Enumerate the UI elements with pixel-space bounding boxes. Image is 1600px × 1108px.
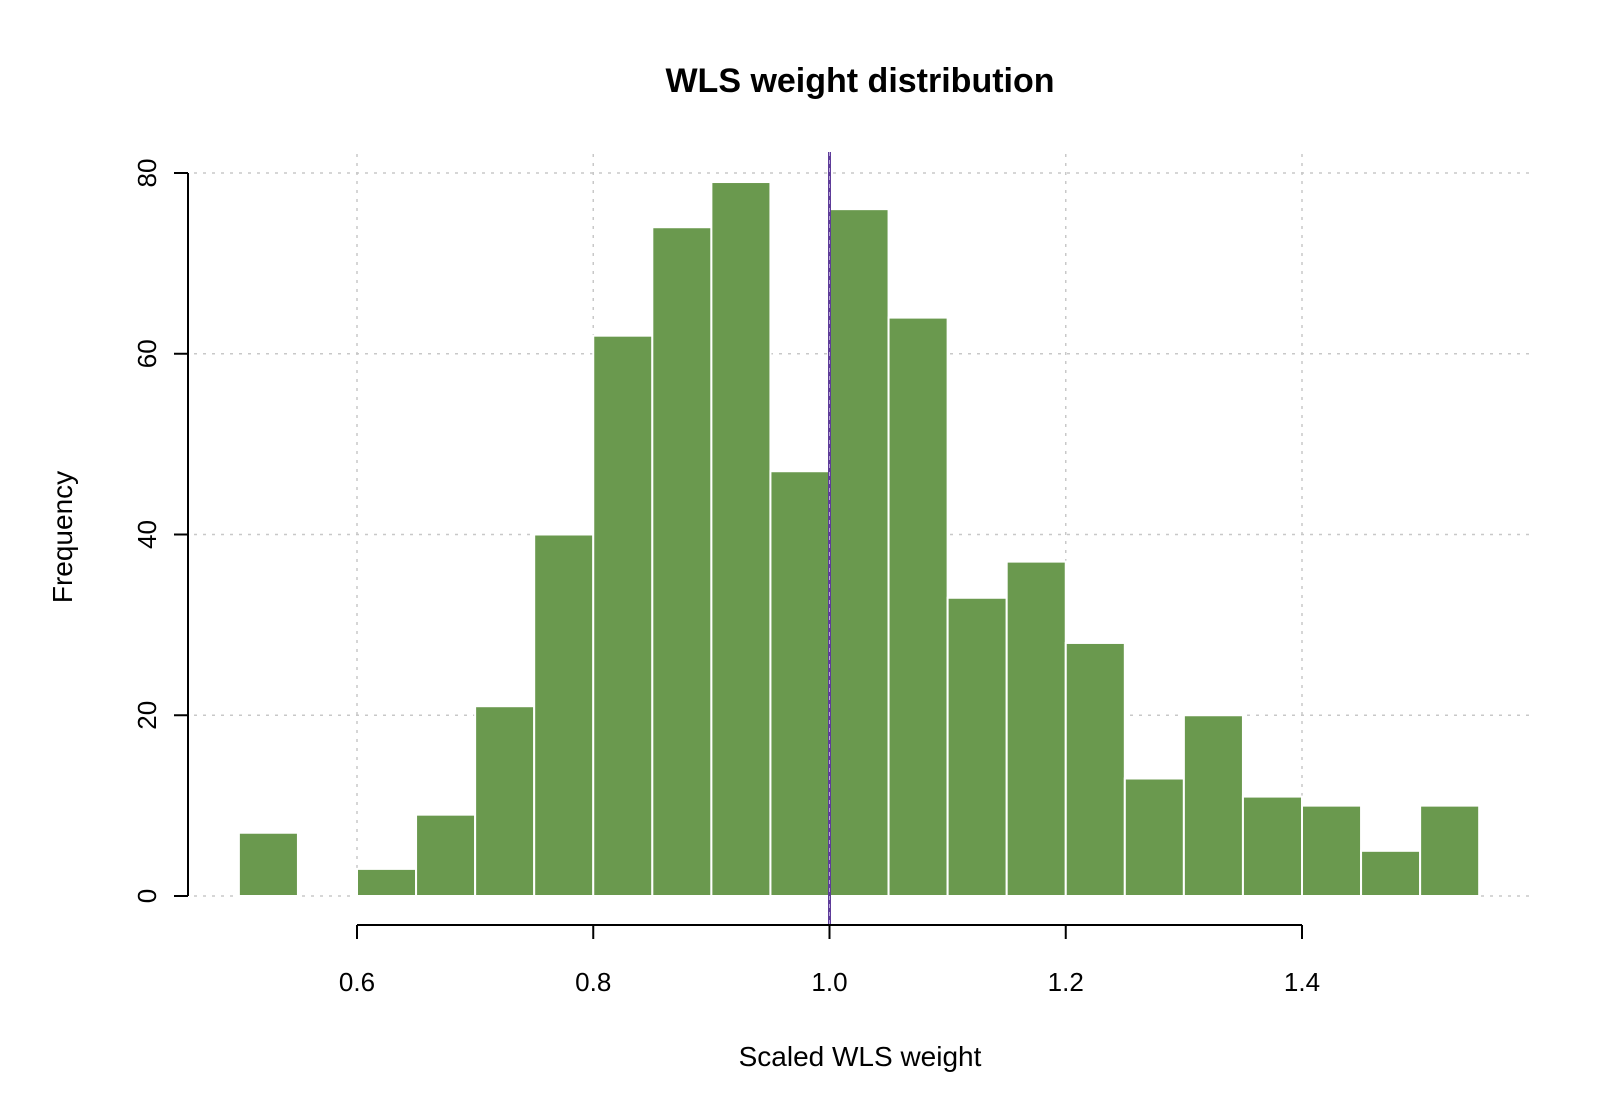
histogram-bar-16 <box>1182 714 1244 897</box>
x-axis-label: Scaled WLS weight <box>739 1041 982 1072</box>
histogram-bar-4 <box>474 705 536 898</box>
y-tick-label: 60 <box>132 339 162 368</box>
histogram-bar-10 <box>828 208 890 897</box>
histogram-bar-6 <box>592 334 654 897</box>
histogram-bar-11 <box>887 316 949 898</box>
histogram-bars <box>237 181 1481 898</box>
x-tick-label: 0.8 <box>575 967 611 997</box>
histogram-bar-8 <box>710 181 772 898</box>
histogram-bar-3 <box>415 813 477 897</box>
y-tick-label: 20 <box>132 701 162 730</box>
histogram-bar-5 <box>533 533 595 897</box>
y-tick-label: 80 <box>132 159 162 188</box>
histogram-bar-14 <box>1064 641 1126 898</box>
histogram-bar-7 <box>651 226 713 898</box>
x-tick-label: 0.6 <box>339 967 375 997</box>
histogram-bar-17 <box>1241 795 1303 898</box>
axes: 0 20 40 60 80 0.6 0.8 1.0 1.2 1.4 <box>132 159 1320 997</box>
histogram-bar-12 <box>946 596 1008 897</box>
histogram-bar-20 <box>1419 804 1481 897</box>
chart-title: WLS weight distribution <box>665 62 1054 100</box>
histogram-bar-15 <box>1123 777 1185 898</box>
histogram-bar-0 <box>237 831 299 897</box>
histogram-bar-18 <box>1301 804 1363 897</box>
x-tick-label: 1.2 <box>1048 967 1084 997</box>
y-axis-label: Frequency <box>47 471 78 603</box>
x-tick-label: 1.0 <box>811 967 847 997</box>
y-tick-label: 40 <box>132 520 162 549</box>
histogram-bar-9 <box>769 470 831 897</box>
y-tick-label: 0 <box>132 889 162 903</box>
histogram-bar-2 <box>356 867 418 898</box>
histogram-bar-19 <box>1360 849 1422 897</box>
histogram-bar-13 <box>1005 560 1067 897</box>
x-tick-label: 1.4 <box>1284 967 1320 997</box>
